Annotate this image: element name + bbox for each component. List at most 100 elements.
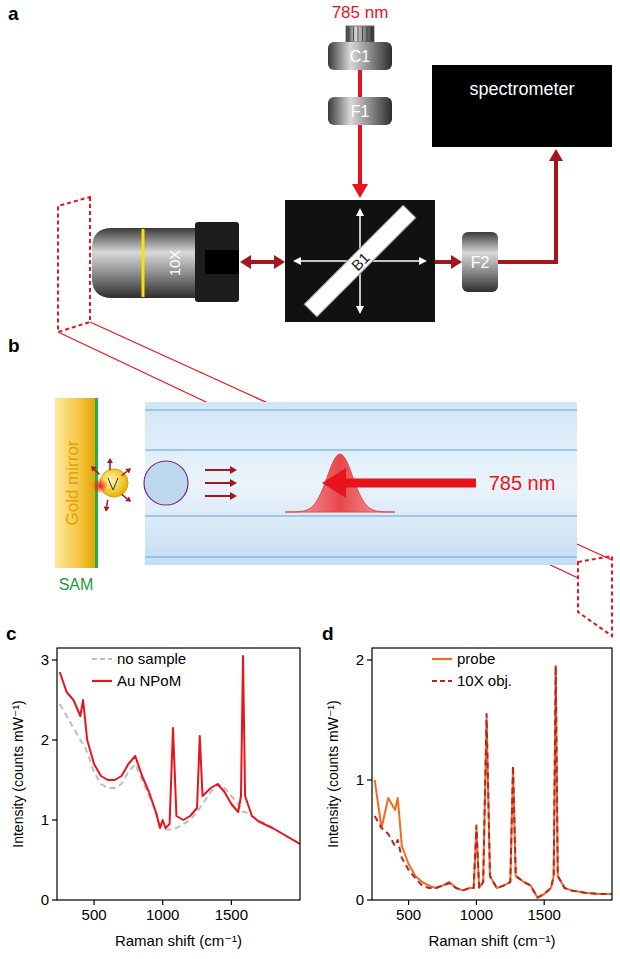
legend-label: probe — [457, 650, 495, 667]
arrow-head — [240, 255, 251, 269]
return-arrow — [205, 466, 237, 474]
y-axis-title: Intensity (counts mW⁻¹) — [325, 700, 341, 847]
spectrometer-label: spectrometer — [469, 79, 574, 99]
x-tick — [408, 900, 409, 905]
x-tick-label: 500 — [396, 906, 421, 923]
arrow-shaft — [358, 125, 362, 184]
lens — [144, 461, 188, 505]
y-tick-label: 0 — [41, 891, 49, 908]
objective-mount — [195, 222, 239, 302]
x-tick — [162, 900, 163, 905]
beam-arrow — [240, 255, 285, 269]
x-axis-title: Raman shift (cm⁻¹) — [115, 932, 242, 949]
arrow-head — [104, 506, 110, 511]
legend-label: 10X obj. — [457, 672, 512, 689]
connector-rib — [371, 27, 372, 41]
chart: d50010001500012Raman shift (cm⁻¹)Intensi… — [322, 623, 612, 949]
gold-mirror — [55, 398, 95, 568]
y-tick — [367, 899, 372, 900]
y-tick-label: 1 — [41, 811, 49, 828]
arrow-head — [356, 306, 364, 314]
y-tick-label: 1 — [356, 771, 364, 788]
figure: ab785 nmC1F1B110XF2spectrometerGold mirr… — [0, 0, 620, 959]
collection-arrow — [435, 255, 462, 269]
panel-letter: c — [6, 623, 17, 644]
fiber-line — [145, 449, 577, 450]
x-axis-title: Raman shift (cm⁻¹) — [428, 932, 555, 949]
beam-label: 785 nm — [489, 472, 556, 494]
return-arrow — [205, 492, 237, 500]
panel-letter: b — [8, 335, 20, 356]
spectrometer-box — [432, 65, 612, 147]
y-tick — [367, 659, 372, 660]
arrow-head — [230, 466, 237, 474]
zoom-line — [58, 332, 578, 578]
x-tick-label: 500 — [82, 906, 107, 923]
sam-label: SAM — [59, 576, 94, 593]
y-tick — [52, 659, 57, 660]
arrow-shaft — [205, 469, 230, 471]
arrow-head — [274, 255, 285, 269]
x-tick-label: 1000 — [460, 906, 493, 923]
series-line — [60, 656, 300, 844]
arrow-shaft — [205, 495, 230, 497]
y-tick — [52, 739, 57, 740]
collimator-label: C1 — [350, 48, 371, 65]
emission-arrow — [122, 494, 131, 501]
filter-label: F1 — [351, 103, 370, 120]
emission-arrow — [122, 468, 131, 475]
emission-arrow — [91, 466, 99, 474]
objective-label: 10X — [166, 250, 183, 277]
x-tick-label: 1500 — [215, 906, 248, 923]
series-line — [375, 666, 612, 898]
legend-key — [92, 658, 112, 660]
collection-beam — [498, 165, 556, 262]
beam — [358, 70, 362, 97]
arrow-head — [352, 184, 368, 198]
arrow-head — [107, 458, 113, 463]
splitter-plate: B1 — [304, 205, 416, 317]
return-arrow — [205, 479, 237, 487]
molecule — [108, 478, 118, 490]
connector-rib — [349, 27, 350, 41]
fiber-line — [145, 556, 577, 557]
filter — [328, 97, 392, 125]
probe-schematic: Gold mirrorSAM785 nm — [55, 398, 612, 636]
emission-arrow — [107, 458, 113, 470]
arrow-shaft — [435, 260, 451, 264]
filter-label: F2 — [471, 254, 490, 271]
objective-body — [92, 228, 195, 298]
hotspot — [92, 478, 108, 494]
plot-frame — [372, 648, 612, 900]
y-tick-label: 0 — [356, 891, 364, 908]
y-tick — [367, 779, 372, 780]
beamsplitter-label: B1 — [348, 249, 373, 274]
x-tick-label: 1000 — [146, 906, 179, 923]
arrow-head — [230, 479, 237, 487]
connector-rib — [362, 27, 363, 41]
zoom-frame — [58, 197, 90, 332]
fiber-line — [145, 515, 577, 516]
arrow-shaft — [107, 500, 108, 507]
y-tick-label: 2 — [41, 731, 49, 748]
arrow-head — [91, 466, 97, 472]
x-tick — [93, 900, 94, 905]
arrow-shaft — [251, 260, 274, 264]
collection-arrow — [549, 149, 563, 170]
x-tick — [231, 900, 232, 905]
collimator — [328, 42, 392, 70]
arrow-shaft — [122, 471, 127, 475]
filter — [462, 232, 498, 292]
fiber — [145, 402, 577, 565]
plot-frame — [57, 648, 300, 900]
arrow-head — [322, 468, 346, 498]
fiber-connector — [346, 26, 374, 42]
x-tick — [544, 900, 545, 905]
arrow-shaft — [205, 482, 230, 484]
legend-label: Au NPoM — [117, 672, 181, 689]
arrow-head — [451, 255, 462, 269]
arrow-head — [230, 492, 237, 500]
connector-rib — [358, 27, 359, 41]
y-tick-label: 3 — [41, 651, 49, 668]
arrow-head — [293, 257, 301, 265]
